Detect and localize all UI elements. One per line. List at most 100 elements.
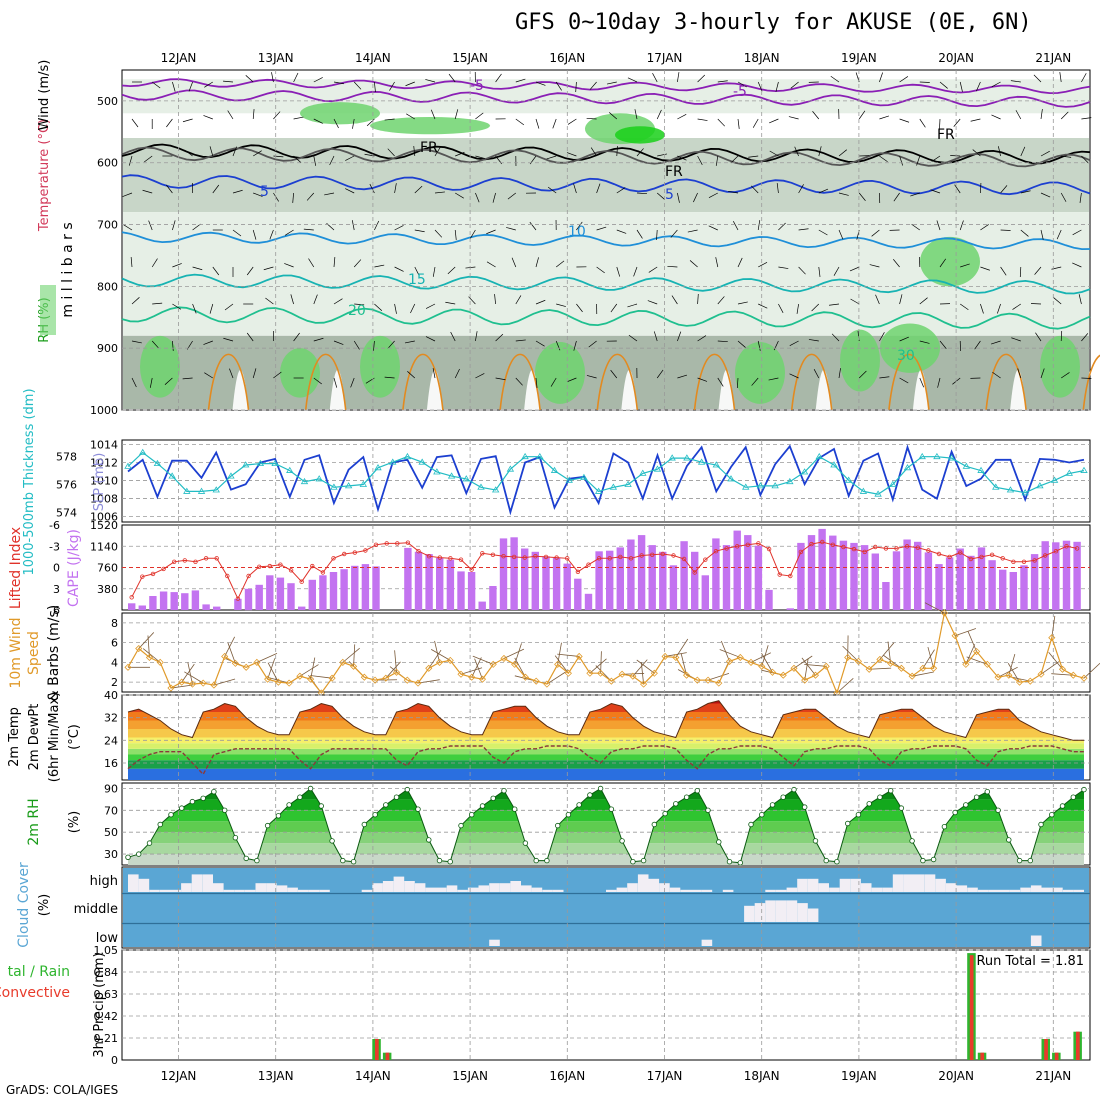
wind-barb <box>879 72 883 83</box>
wind-point <box>758 662 766 670</box>
contour-25 <box>888 353 930 411</box>
cape-bar <box>733 530 741 610</box>
temp-band <box>128 729 1084 738</box>
wind-barb <box>550 377 557 387</box>
cape-bar <box>149 596 157 610</box>
wind-point <box>1069 671 1077 679</box>
rh-point <box>1059 803 1066 809</box>
lifted-point <box>841 544 846 550</box>
wind-barb <box>798 266 806 275</box>
wind-barb <box>273 155 284 158</box>
precip-panel-frame <box>121 949 1091 1061</box>
cloud-bar-high <box>159 889 171 892</box>
lifted-point <box>904 544 910 549</box>
wind-barb <box>628 334 638 342</box>
wind-barb <box>209 303 214 314</box>
wind-barb <box>838 149 847 157</box>
wind-barb <box>224 303 234 311</box>
lifted-point <box>533 554 538 559</box>
lifted-point <box>458 557 464 562</box>
wind-barb <box>407 371 416 379</box>
wind-barb <box>671 295 678 305</box>
cloud-bar-middle <box>807 908 819 922</box>
cape-bar <box>351 565 359 610</box>
lifted-point <box>363 548 368 553</box>
rh-point <box>662 810 668 817</box>
wind-barb <box>333 298 343 305</box>
wind-barb <box>148 220 153 231</box>
wind-barb <box>751 185 759 194</box>
wind-barb <box>1072 262 1082 268</box>
wind-barb <box>833 266 840 276</box>
wind-barb <box>954 184 961 194</box>
lifted-point <box>596 556 602 561</box>
lifted-point <box>968 556 974 562</box>
wind-barb <box>434 640 440 663</box>
rh-point <box>726 859 733 865</box>
cloud-bar-high <box>393 876 405 892</box>
wind-barb <box>1083 662 1100 679</box>
lifted-point <box>480 551 485 556</box>
dry-gap <box>621 369 638 410</box>
cape-bar <box>712 538 720 610</box>
cloud-bar-high <box>765 889 776 892</box>
wind-point <box>178 678 186 686</box>
lifted-point <box>437 555 442 560</box>
wind-barb <box>252 368 257 379</box>
wind-barb <box>164 377 173 385</box>
wind-barb <box>475 373 485 379</box>
pressure-tick: 500 <box>97 95 118 108</box>
cloud-bar-high <box>234 889 245 892</box>
wind-barb <box>808 339 819 342</box>
cape-ylabel: CAPE (J/kg) <box>66 529 82 607</box>
wind-barb <box>656 109 662 120</box>
wind-barb <box>680 653 687 676</box>
wind-barb <box>697 335 707 342</box>
wind-barb <box>656 229 658 241</box>
wind-point <box>801 676 809 684</box>
wind-barb <box>950 155 961 157</box>
wind-barb <box>273 371 282 379</box>
lifted-point <box>182 558 187 563</box>
wind-barb <box>511 257 517 268</box>
wind-speed-line <box>127 611 1085 695</box>
wind-barb <box>997 303 1001 314</box>
wind-barb <box>293 72 299 83</box>
cape-tick: 1140 <box>90 540 118 553</box>
wind-barb <box>345 188 355 194</box>
contour--5-upper <box>121 78 1091 95</box>
contour-25 <box>402 353 444 411</box>
wind-barb <box>448 73 456 83</box>
rh-point <box>157 821 163 828</box>
precip-convective-bar <box>980 1052 985 1060</box>
date-label-bottom: 14JAN <box>355 1069 391 1083</box>
wind-barb <box>515 78 526 83</box>
wind-barb <box>182 377 193 380</box>
wind-barb <box>736 377 739 389</box>
wind-point <box>242 663 250 671</box>
wind-barb <box>475 155 486 159</box>
wind-barb <box>333 118 339 129</box>
wind-point <box>575 652 583 661</box>
wind-barb <box>252 229 257 240</box>
rh-point <box>995 807 1001 813</box>
wind-barb <box>352 118 355 129</box>
wind-barb <box>506 227 516 231</box>
thickness-point <box>153 459 162 467</box>
thickness-point <box>315 475 323 482</box>
rh-band <box>128 854 1084 865</box>
cape-bar <box>159 591 168 610</box>
lifted-point <box>171 559 177 564</box>
wind-barb <box>273 111 281 120</box>
temp-ylabel-3: (6hr Min/Max) <box>47 692 62 782</box>
rh-point <box>651 821 657 828</box>
wind-point <box>897 664 905 672</box>
cape-bar <box>765 589 773 610</box>
wind-barb <box>720 640 730 662</box>
wind-barb <box>394 225 404 231</box>
wind-point <box>564 669 572 677</box>
wind-barb <box>919 297 928 305</box>
wind-barb <box>131 377 137 388</box>
wind-barb <box>858 192 866 201</box>
lifted-point <box>246 573 251 579</box>
